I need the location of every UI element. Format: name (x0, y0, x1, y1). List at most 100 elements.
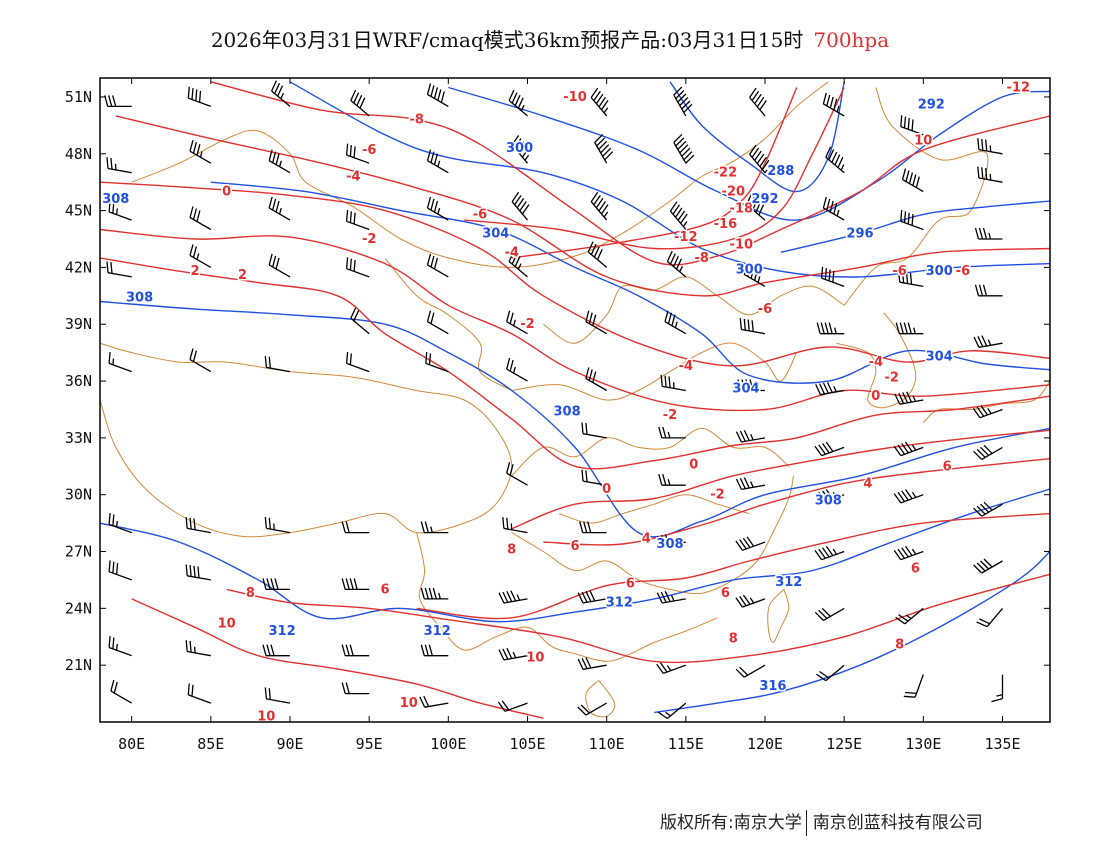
wind-barb-half-feather (667, 431, 671, 439)
wind-barb-half-feather (512, 651, 517, 659)
wind-barb-feather (826, 382, 833, 393)
border-line (836, 312, 917, 409)
wind-barb-feather (915, 176, 920, 188)
wind-barb (735, 664, 766, 678)
wind-barb-feather (745, 379, 750, 391)
wind-barb-feather (585, 591, 592, 602)
wind-barb-feather (594, 133, 604, 143)
axes: 80E 85E 90E 95E 100E 105E 110E 115E 120E 125E 130E… (65, 78, 1050, 753)
height-contour-288 (669, 81, 845, 193)
wind-barb-feather (735, 540, 743, 551)
wind-barb-feather (905, 272, 909, 284)
wind-barb-feather (506, 647, 513, 659)
wind-barb-feather (189, 140, 194, 152)
border-line (131, 81, 829, 268)
wind-barb-feather (825, 146, 832, 158)
height-contour-312 (100, 488, 1050, 623)
wind-barb-staff (823, 607, 845, 621)
wind-barb-feather (747, 265, 752, 277)
wind-barb (110, 679, 133, 704)
wind-barb (268, 196, 291, 221)
wind-barb (815, 382, 845, 396)
wind-barb-half-feather (199, 151, 203, 158)
temp-contour-label: -12 (1007, 81, 1031, 96)
wind-barb-feather (904, 441, 913, 452)
temp-contour-label: -4 (679, 359, 693, 374)
wind-barb-feather (577, 592, 584, 604)
wind-barb (658, 474, 686, 486)
wind-barb-half-feather (989, 145, 992, 152)
y-tick-label: 30N (65, 486, 92, 504)
wind-barb-feather (112, 201, 115, 214)
wind-barb-feather (983, 558, 993, 568)
wind-barb-feather (595, 198, 604, 209)
wind-barb-feather (739, 318, 743, 330)
wind-barb-feather (660, 591, 667, 603)
wind-barb-feather (900, 115, 903, 127)
wind-barb-feather (428, 644, 433, 656)
wind-barb-feather (660, 374, 663, 387)
wind-barb (991, 674, 1004, 703)
wind-barb-feather (822, 443, 830, 454)
wind-barb-feather (598, 96, 607, 108)
wind-barb-feather (433, 257, 439, 270)
wind-barb-feather (660, 534, 667, 546)
wind-barb-feather (895, 616, 906, 625)
wind-barb-feather (272, 151, 277, 163)
wind-barb-feather (511, 135, 520, 146)
height-contour-label: 304 (482, 226, 509, 241)
wind-barb-feather (980, 446, 990, 456)
wind-barb-feather (428, 353, 432, 365)
x-tick-label: 100E (430, 735, 466, 753)
wind-barb-feather (832, 270, 835, 283)
temp-contour-label: -16 (714, 217, 738, 232)
wind-barb-feather (341, 682, 346, 694)
wind-barb-feather (677, 93, 687, 103)
wind-barb-feather (675, 90, 685, 100)
wind-barb (822, 92, 845, 117)
wind-barb-feather (110, 262, 113, 274)
wind-barb-feather (755, 201, 762, 213)
x-tick-label: 90E (276, 735, 303, 753)
wind-barb (893, 441, 924, 457)
footer-separator (805, 810, 807, 836)
wind-barb-feather (511, 191, 520, 203)
wind-barb-feather (662, 426, 667, 439)
wind-barb (511, 135, 530, 164)
wind-barb-feather (666, 250, 673, 262)
wind-barb-feather (345, 521, 350, 533)
temp-contour-label: -2 (710, 488, 724, 503)
temp-contour-label: -20 (722, 185, 746, 200)
wind-barb-feather (898, 270, 901, 283)
wind-barb (590, 191, 609, 221)
wind-barb (673, 86, 693, 117)
temp-contour-label: 10 (526, 651, 544, 666)
wind-barb-feather (268, 688, 271, 700)
wind-barb-feather (264, 687, 268, 699)
wind-barb-feather (908, 172, 914, 184)
wind-barb (189, 206, 212, 231)
wind-barb-feather (659, 662, 668, 673)
plot-frame (99, 77, 1051, 723)
wind-barb-feather (353, 578, 358, 590)
wind-barb-feather (264, 517, 268, 529)
wind-barb (511, 191, 530, 221)
wind-barb-feather (820, 322, 825, 334)
wind-barb-feather (761, 159, 770, 170)
height-contour-label: 308 (656, 537, 683, 552)
wind-barb-feather (430, 312, 435, 324)
y-tick-label: 27N (65, 543, 92, 561)
wind-barb (735, 536, 766, 551)
wind-barb (822, 196, 845, 221)
wind-barb-staff (346, 362, 370, 373)
wind-barb (497, 700, 528, 712)
wind-barb-feather (587, 241, 594, 253)
wind-barb-feather (189, 517, 192, 530)
wind-barb-feather (590, 191, 599, 203)
wind-barb (825, 146, 845, 174)
wind-barb-feather (676, 258, 682, 270)
wind-barb-half-feather (115, 208, 118, 215)
footer-company: 南京创蓝科技有限公司 (812, 813, 983, 833)
wind-barb-half-feather (679, 265, 683, 272)
height-contour-292 (448, 86, 1050, 221)
